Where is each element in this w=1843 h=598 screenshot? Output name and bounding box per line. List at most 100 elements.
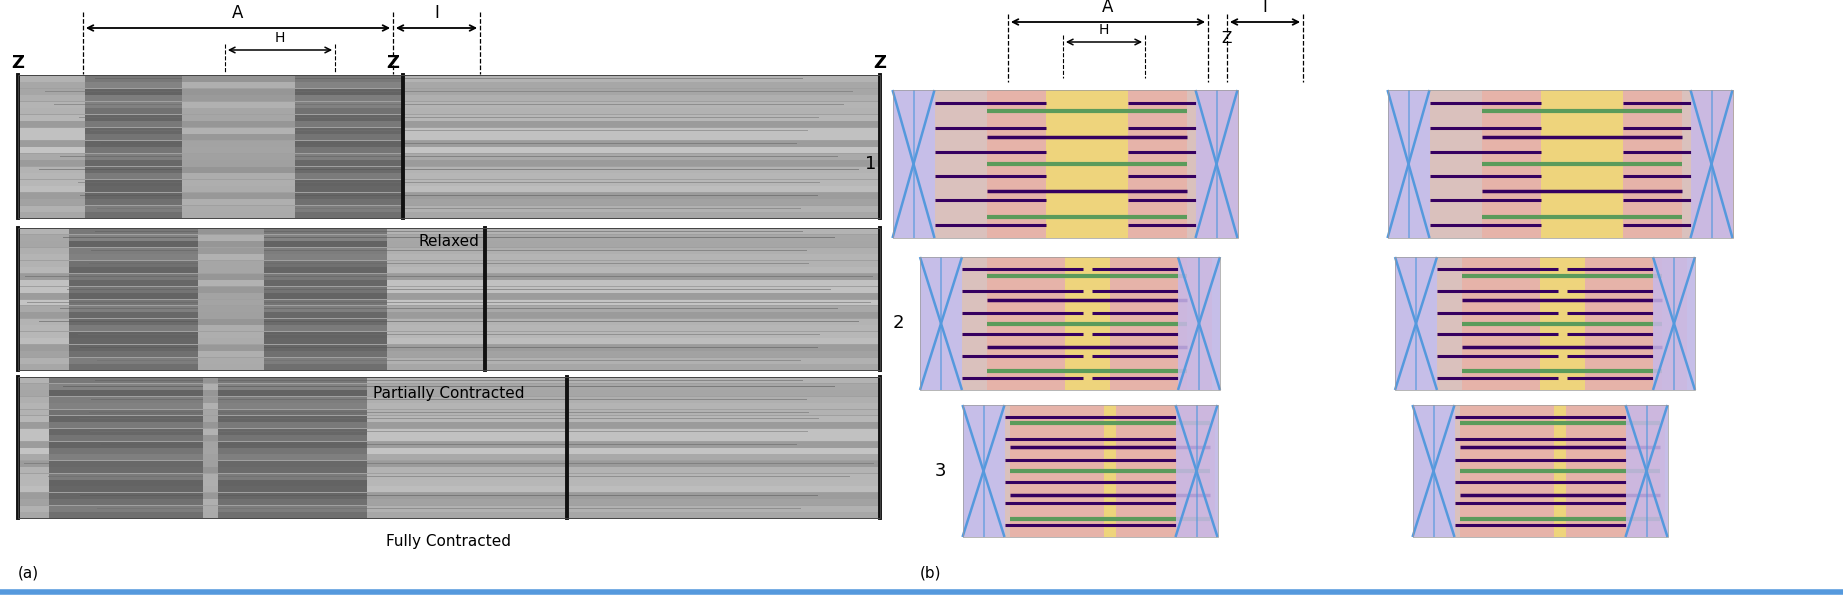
Bar: [1209, 405, 1215, 537]
Bar: [18, 474, 879, 480]
Bar: [1541, 90, 1622, 238]
Bar: [197, 286, 264, 292]
Text: Z: Z: [11, 54, 24, 72]
Bar: [48, 512, 367, 518]
Bar: [70, 364, 387, 370]
Bar: [182, 89, 295, 94]
Bar: [1104, 405, 1115, 537]
Bar: [203, 461, 217, 466]
Bar: [1045, 90, 1128, 238]
Bar: [85, 82, 404, 88]
Bar: [18, 95, 879, 101]
Bar: [70, 312, 387, 318]
Bar: [70, 261, 387, 267]
Bar: [1460, 405, 1659, 537]
Bar: [18, 410, 879, 416]
Bar: [962, 405, 1218, 537]
Bar: [197, 364, 264, 370]
Bar: [203, 384, 217, 390]
Bar: [986, 90, 1187, 238]
Bar: [1673, 257, 1675, 390]
Bar: [18, 127, 879, 133]
Bar: [48, 467, 367, 473]
Bar: [1196, 405, 1198, 537]
Bar: [203, 512, 217, 518]
Bar: [85, 75, 404, 81]
Bar: [197, 280, 264, 286]
Bar: [1482, 90, 1681, 238]
Bar: [1388, 90, 1732, 238]
Bar: [197, 228, 264, 234]
Text: 2: 2: [892, 315, 903, 332]
Bar: [197, 338, 264, 344]
Bar: [18, 448, 879, 454]
Bar: [982, 405, 984, 537]
Bar: [18, 506, 879, 512]
Bar: [18, 102, 879, 108]
Bar: [1395, 257, 1696, 390]
Bar: [18, 82, 879, 88]
Bar: [18, 358, 879, 364]
Bar: [18, 306, 879, 312]
Bar: [892, 90, 1237, 238]
Bar: [934, 90, 986, 238]
Bar: [18, 179, 879, 185]
Bar: [182, 115, 295, 121]
Bar: [48, 384, 367, 390]
Bar: [182, 108, 295, 114]
Bar: [18, 212, 879, 218]
Bar: [18, 377, 879, 518]
Bar: [1710, 90, 1712, 238]
Bar: [18, 325, 879, 331]
Bar: [197, 248, 264, 254]
Bar: [920, 257, 962, 390]
Bar: [203, 429, 217, 435]
Bar: [197, 300, 264, 306]
Bar: [182, 121, 295, 127]
Bar: [18, 454, 879, 460]
Bar: [1187, 257, 1213, 390]
Bar: [1454, 405, 1460, 537]
Bar: [18, 193, 879, 199]
Bar: [18, 115, 879, 121]
Bar: [18, 403, 879, 409]
Text: A: A: [232, 4, 243, 22]
Bar: [182, 127, 295, 133]
Bar: [18, 396, 879, 402]
Text: (b): (b): [920, 565, 942, 580]
Bar: [940, 257, 942, 390]
Bar: [18, 319, 879, 325]
Bar: [70, 300, 387, 306]
Bar: [70, 248, 387, 254]
Bar: [85, 199, 404, 205]
Bar: [18, 199, 879, 205]
Text: H: H: [275, 31, 286, 45]
Bar: [18, 166, 879, 172]
Bar: [70, 332, 387, 338]
Bar: [18, 390, 879, 396]
Bar: [892, 90, 1237, 238]
Bar: [182, 206, 295, 212]
Bar: [1415, 257, 1417, 390]
Bar: [1408, 90, 1410, 238]
Bar: [197, 332, 264, 338]
Bar: [18, 228, 879, 370]
Bar: [203, 416, 217, 422]
Bar: [18, 384, 879, 390]
Bar: [197, 358, 264, 364]
Bar: [18, 416, 879, 422]
Bar: [18, 228, 879, 234]
Text: H: H: [1098, 23, 1109, 37]
Bar: [1178, 257, 1220, 390]
Bar: [18, 300, 879, 306]
Bar: [18, 186, 879, 192]
Bar: [85, 134, 404, 140]
Bar: [48, 486, 367, 492]
Bar: [988, 257, 1187, 390]
Bar: [1662, 257, 1686, 390]
Bar: [197, 325, 264, 331]
Bar: [203, 435, 217, 441]
Bar: [70, 319, 387, 325]
Bar: [18, 312, 879, 318]
Bar: [203, 403, 217, 409]
